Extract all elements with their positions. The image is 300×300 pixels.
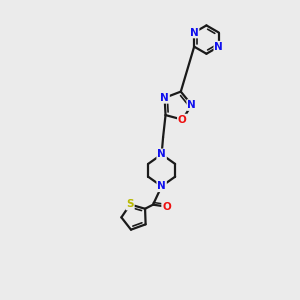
Text: O: O [162, 202, 171, 212]
Text: N: N [157, 149, 166, 159]
Text: O: O [178, 115, 187, 124]
Text: S: S [126, 200, 134, 209]
Text: N: N [187, 100, 196, 110]
Text: N: N [214, 42, 223, 52]
Text: N: N [190, 28, 199, 38]
Text: N: N [157, 181, 166, 191]
Text: N: N [160, 93, 169, 103]
